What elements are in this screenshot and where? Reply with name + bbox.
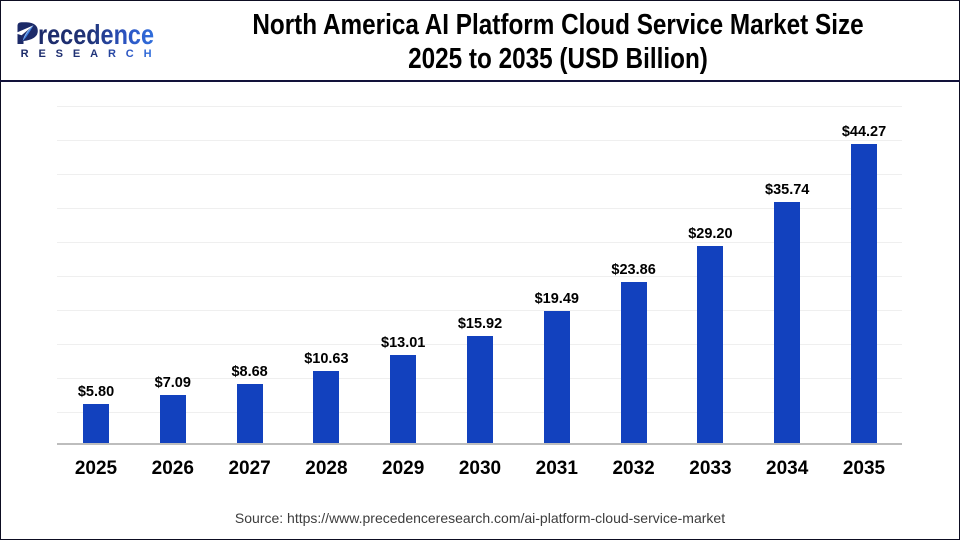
svg-text:recedence: recedence [38, 19, 154, 50]
